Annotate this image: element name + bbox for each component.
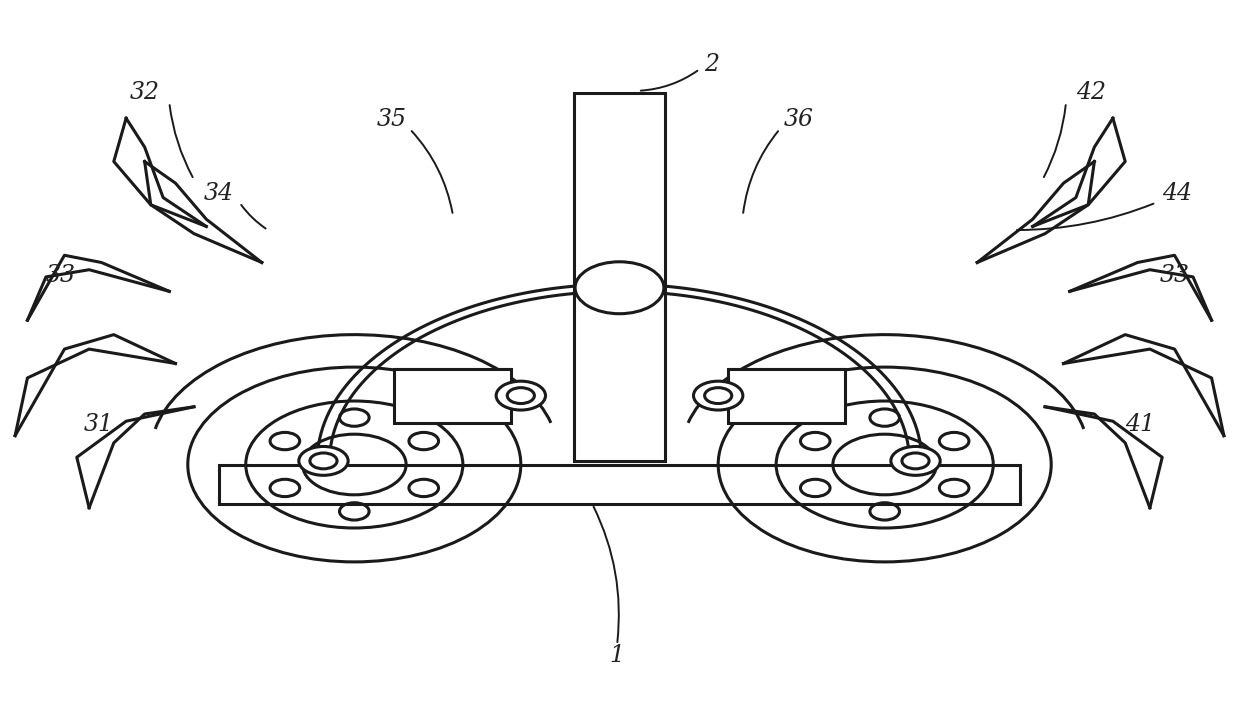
Text: 44: 44: [1162, 182, 1192, 206]
Circle shape: [299, 446, 348, 475]
Circle shape: [705, 387, 732, 403]
Circle shape: [694, 381, 743, 410]
Text: 42: 42: [1075, 81, 1105, 105]
Text: 33: 33: [1160, 264, 1189, 287]
Circle shape: [507, 387, 534, 403]
Text: 41: 41: [1125, 414, 1155, 436]
Circle shape: [310, 453, 337, 469]
Circle shape: [891, 446, 940, 475]
Circle shape: [575, 262, 664, 314]
Circle shape: [902, 453, 929, 469]
Text: 34: 34: [203, 182, 234, 206]
Bar: [574, 93, 665, 461]
Text: 31: 31: [84, 414, 114, 436]
Bar: [218, 465, 1021, 505]
Text: 2: 2: [705, 52, 720, 76]
Text: 32: 32: [130, 81, 160, 105]
Text: 1: 1: [610, 644, 624, 667]
Circle shape: [496, 381, 545, 410]
Bar: [394, 369, 510, 422]
Text: 36: 36: [783, 108, 813, 131]
Text: 33: 33: [46, 264, 76, 287]
Text: 35: 35: [377, 108, 406, 131]
Bar: [729, 369, 845, 422]
